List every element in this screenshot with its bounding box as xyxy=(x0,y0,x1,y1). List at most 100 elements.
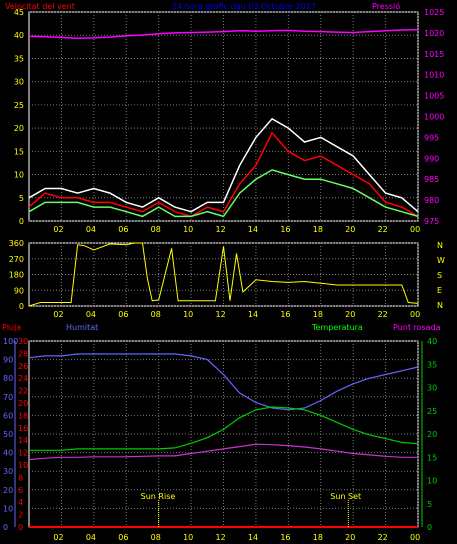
time-tick-label: 22 xyxy=(378,310,388,319)
time-tick-label: 08 xyxy=(151,225,161,234)
temperature-tick-label: 10 xyxy=(427,477,437,486)
pressure-tick-label: 1005 xyxy=(424,92,444,101)
time-tick-label: 08 xyxy=(151,310,161,319)
wind-speed-tick-label: 20 xyxy=(14,124,24,133)
humidity-tick-label: 10 xyxy=(3,504,13,513)
compass-label: N xyxy=(437,241,443,250)
time-tick-label: 16 xyxy=(280,533,290,542)
rain-tick-label: 22 xyxy=(18,387,28,396)
humidity-tick-label: 90 xyxy=(3,356,13,365)
wind_avg-line xyxy=(28,169,419,218)
sunrise-label: Sun Rise xyxy=(141,492,176,501)
time-tick-label: 14 xyxy=(248,533,258,542)
temperature-tick-label: 25 xyxy=(427,407,437,416)
time-tick-label: 16 xyxy=(280,310,290,319)
rain-tick-label: 24 xyxy=(18,374,28,383)
humidity-tick-label: 50 xyxy=(3,430,13,439)
sunset-label: Sun Set xyxy=(330,492,361,501)
rain-tick-label: 12 xyxy=(18,449,28,458)
rain-tick-label: 18 xyxy=(18,411,28,420)
humidity-tick-label: 0 xyxy=(3,523,8,532)
time-tick-label: 10 xyxy=(183,225,193,234)
time-tick-label: 00 xyxy=(410,310,420,319)
rain-tick-label: 10 xyxy=(18,461,28,470)
time-tick-label: 00 xyxy=(410,225,420,234)
time-tick-label: 12 xyxy=(216,310,226,319)
time-tick-label: 06 xyxy=(118,310,128,319)
wind-pressure-panel: 0510152025303540459759809859909951000100… xyxy=(14,8,445,234)
wind_speed-line xyxy=(28,131,419,218)
wind_gust-line xyxy=(28,117,419,213)
time-tick-label: 06 xyxy=(118,533,128,542)
rain-tick-label: 16 xyxy=(18,424,28,433)
wind-speed-tick-label: 0 xyxy=(19,217,24,226)
temperature-tick-label: 40 xyxy=(427,337,437,346)
rain-tick-label: 0 xyxy=(18,523,23,532)
wind-speed-tick-label: 35 xyxy=(14,54,24,63)
rain-tick-label: 20 xyxy=(18,399,28,408)
humidity-tick-label: 70 xyxy=(3,393,13,402)
wind-speed-tick-label: 45 xyxy=(14,8,24,17)
compass-label: S xyxy=(437,271,442,280)
time-tick-label: 18 xyxy=(313,225,323,234)
time-tick-label: 02 xyxy=(53,310,63,319)
pressure-tick-label: 1010 xyxy=(424,71,444,80)
temperature-tick-label: 0 xyxy=(427,523,432,532)
time-tick-label: 12 xyxy=(216,533,226,542)
pressure-axis-title: Pressió xyxy=(372,1,400,11)
humidity-tick-label: 80 xyxy=(3,374,13,383)
time-tick-label: 14 xyxy=(248,225,258,234)
time-tick-label: 16 xyxy=(280,225,290,234)
time-tick-label: 10 xyxy=(183,533,193,542)
time-tick-label: 02 xyxy=(53,533,63,542)
humidity-tick-label: 60 xyxy=(3,411,13,420)
humidity-axis-title: Humitat xyxy=(66,323,98,332)
wind-speed-tick-label: 10 xyxy=(14,171,24,180)
time-tick-label: 22 xyxy=(378,533,388,542)
pressure-tick-label: 1015 xyxy=(424,50,444,59)
rain-axis-title: Pluja xyxy=(2,323,21,332)
compass-label: W xyxy=(437,256,445,265)
pressure-tick-label: 985 xyxy=(424,175,439,184)
time-tick-label: 08 xyxy=(151,533,161,542)
pressure-tick-label: 975 xyxy=(424,217,439,226)
direction-tick-label: 0 xyxy=(19,302,24,311)
direction-tick-label: 270 xyxy=(9,255,24,264)
humidity-tick-label: 100 xyxy=(3,337,18,346)
rain-tick-label: 6 xyxy=(18,486,23,495)
dewpoint-line xyxy=(28,443,418,461)
time-tick-label: 04 xyxy=(86,533,96,542)
pressure-tick-label: 995 xyxy=(424,133,439,142)
wind-speed-tick-label: 30 xyxy=(14,78,24,87)
rain-tick-label: 26 xyxy=(18,362,28,371)
chart-title: 24 hora grafic dau 03 Octubre 2017 xyxy=(172,2,316,11)
time-tick-label: 02 xyxy=(53,225,63,234)
temperature-tick-label: 30 xyxy=(427,384,437,393)
direction-tick-label: 90 xyxy=(14,286,24,295)
time-tick-label: 00 xyxy=(410,533,420,542)
pressure-tick-label: 1025 xyxy=(424,8,444,17)
temperature-tick-label: 5 xyxy=(427,500,432,509)
compass-label: E xyxy=(437,286,442,295)
humidity-temperature-panel: 0102030405060708090100024681012141618202… xyxy=(3,337,437,542)
wind-direction-line xyxy=(28,242,419,307)
time-tick-label: 12 xyxy=(216,225,226,234)
temperature-line xyxy=(29,406,419,451)
temperature-tick-label: 20 xyxy=(427,430,437,439)
humidity-tick-label: 30 xyxy=(3,467,13,476)
pressure-tick-label: 1000 xyxy=(424,113,444,122)
time-tick-label: 20 xyxy=(345,225,355,234)
direction-tick-label: 360 xyxy=(9,239,24,248)
time-tick-label: 04 xyxy=(86,310,96,319)
temperature-axis-title: Temperatura xyxy=(311,323,363,332)
time-tick-label: 10 xyxy=(183,310,193,319)
humidity-tick-label: 40 xyxy=(3,449,13,458)
compass-label: N xyxy=(437,301,443,310)
humidity-line xyxy=(28,353,419,411)
time-tick-label: 20 xyxy=(345,533,355,542)
direction-tick-label: 180 xyxy=(9,271,24,280)
temperature-tick-label: 15 xyxy=(427,453,437,462)
pressure-tick-label: 1020 xyxy=(424,29,444,38)
